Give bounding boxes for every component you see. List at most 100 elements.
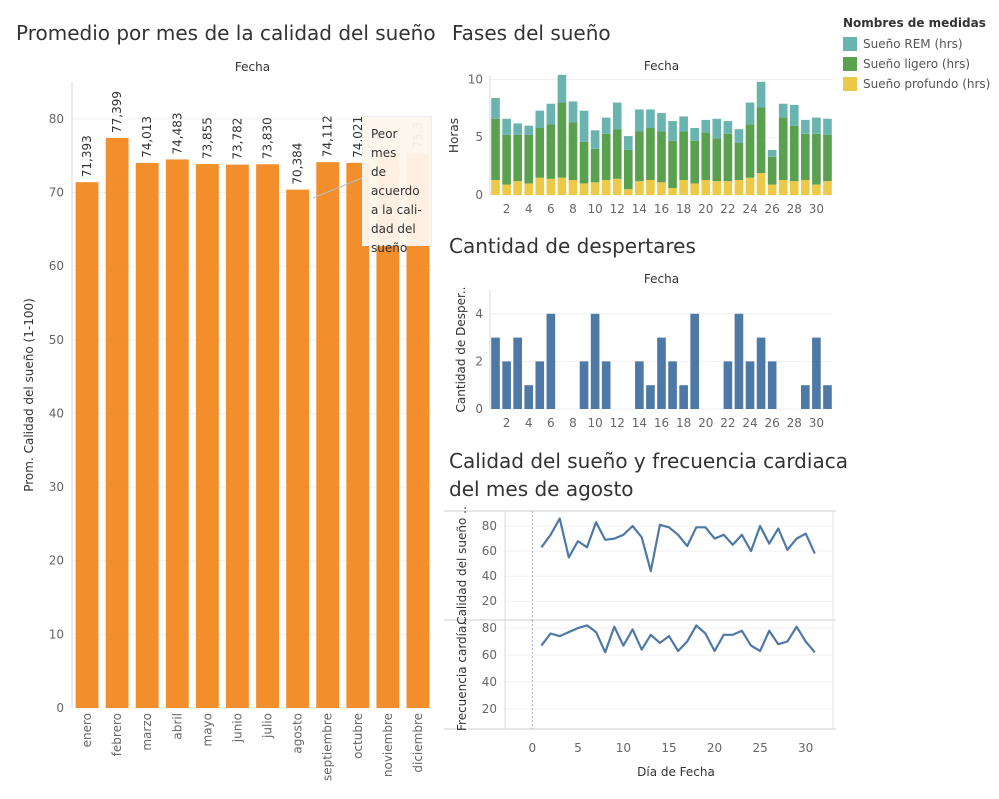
legend-item-light[interactable]: Sueño ligero (hrs) — [843, 54, 990, 74]
monthly-x-tick-label: agosto — [291, 713, 305, 754]
phases-bar-segment — [734, 143, 744, 180]
monthly-data-label: 77,399 — [110, 91, 124, 133]
phases-bar-segment — [756, 173, 766, 195]
awakenings-y-tick-label: 2 — [475, 354, 483, 368]
phases-bar-segment — [524, 183, 534, 195]
phases-bar-segment — [823, 118, 832, 135]
monthly-y-tick-label: 50 — [49, 333, 64, 347]
august-y-tick-label: 60 — [482, 648, 497, 662]
phases-bar-segment — [701, 179, 711, 195]
awakenings-x-tick-label: 14 — [632, 416, 647, 430]
awakenings-x-tick-label: 26 — [765, 416, 780, 430]
monthly-y-tick-label: 0 — [56, 701, 64, 715]
phases-bar-segment — [823, 134, 832, 182]
monthly-x-tick-label: junio — [230, 713, 244, 743]
legend-swatch-deep — [843, 77, 857, 91]
legend-swatch-rem — [843, 37, 857, 51]
monthly-header-label: Fecha — [235, 60, 270, 74]
phases-bar-segment — [513, 134, 522, 182]
phases-bar-segment — [679, 179, 688, 195]
phases-bar-segment — [657, 182, 666, 195]
awakenings-bar — [679, 385, 688, 409]
monthly-bar — [346, 162, 370, 708]
worst-month-annotation: Peor mes de acuerdo a la cali- dad del s… — [362, 116, 432, 255]
legend-item-rem[interactable]: Sueño REM (hrs) — [843, 34, 990, 54]
monthly-data-label: 73,855 — [200, 117, 214, 159]
awakenings-bar — [690, 313, 700, 409]
august-x-tick-label: 0 — [529, 741, 537, 755]
phases-bar-segment — [590, 148, 600, 183]
monthly-y-tick-label: 60 — [49, 259, 64, 273]
awakenings-bar — [657, 337, 666, 409]
monthly-chart-title: Promedio por mes de la calidad del sueño — [16, 21, 436, 45]
monthly-x-tick-label: julio — [261, 713, 275, 739]
august-y-tick-label: 80 — [482, 519, 497, 533]
phases-bar-segment — [679, 116, 688, 132]
awakenings-bar — [601, 361, 611, 409]
monthly-y-tick-label: 10 — [49, 627, 64, 641]
august-panel-y-title: Calidad del sueño .. — [455, 506, 469, 625]
phases-bar-segment — [535, 177, 545, 195]
phases-bar-segment — [789, 181, 799, 195]
monthly-data-label: 70,384 — [291, 143, 305, 185]
awakenings-x-tick-label: 28 — [787, 416, 802, 430]
awakenings-bar — [646, 385, 655, 409]
phases-bar-segment — [723, 133, 733, 182]
awakenings-bar — [812, 337, 821, 409]
phases-bar-segment — [601, 179, 611, 195]
monthly-data-label: 74,013 — [140, 116, 154, 158]
monthly-y-tick-label: 80 — [49, 112, 64, 126]
phases-bar-segment — [524, 134, 534, 184]
phases-bar-segment — [635, 109, 644, 132]
phases-bar-segment — [734, 129, 744, 144]
legend-title: Nombres de medidas — [843, 16, 986, 30]
phases-bar-segment — [601, 133, 611, 180]
legend-label-light: Sueño ligero (hrs) — [863, 57, 971, 71]
annotation-line: Peor mes — [371, 127, 398, 160]
awakenings-x-tick-label: 16 — [654, 416, 669, 430]
monthly-bar — [135, 162, 159, 709]
monthly-data-label: 73,782 — [230, 118, 244, 160]
august-y-tick-label: 80 — [482, 621, 497, 635]
phases-bar-segment — [723, 121, 733, 134]
sleep-quality-line — [540, 517, 816, 573]
august-panel-y-title: Frecuencia cardía.. — [455, 618, 469, 731]
awakenings-x-tick-label: 10 — [587, 416, 602, 430]
phases-bar-segment — [767, 156, 777, 185]
phases-bar-segment — [546, 178, 556, 195]
phases-bar-segment — [579, 141, 589, 184]
awakenings-header-label: Fecha — [644, 272, 679, 286]
monthly-x-tick-label: noviembre — [381, 713, 395, 777]
awakenings-bar — [767, 361, 777, 409]
phases-x-tick-label: 2 — [503, 202, 511, 216]
monthly-data-label: 74,483 — [170, 112, 184, 154]
awakenings-bar — [491, 337, 500, 409]
legend-item-deep[interactable]: Sueño profundo (hrs) — [843, 74, 990, 94]
phases-bar-segment — [801, 119, 810, 134]
awakenings-bar — [756, 337, 766, 409]
phases-x-tick-label: 14 — [632, 202, 647, 216]
annotation-line: dad del — [371, 222, 416, 236]
august-x-tick-label: 15 — [661, 741, 676, 755]
awakenings-x-tick-label: 24 — [742, 416, 757, 430]
august-x-tick-label: 10 — [616, 741, 631, 755]
phases-bar-segment — [690, 183, 700, 195]
phases-bar-segment — [568, 179, 578, 195]
monthly-x-tick-label: abril — [170, 713, 184, 740]
heart-rate-line — [540, 624, 816, 654]
annotation-line: acuerdo — [371, 184, 420, 198]
phases-bar-segment — [612, 129, 622, 179]
phases-bar-segment — [690, 140, 700, 184]
phases-bar-segment — [646, 109, 655, 128]
awakenings-chart-title: Cantidad de despertares — [449, 234, 696, 258]
phases-bar-segment — [778, 117, 788, 180]
annotation-line: de — [371, 165, 386, 179]
phases-y-tick-label: 5 — [475, 130, 483, 144]
phases-bar-segment — [789, 104, 799, 126]
phases-bar-segment — [568, 122, 578, 180]
phases-bar-segment — [801, 179, 810, 195]
phases-bar-segment — [712, 138, 722, 182]
annotation-line: a la cali- — [371, 203, 422, 217]
phases-x-tick-label: 8 — [569, 202, 577, 216]
awakenings-bar — [801, 385, 810, 409]
